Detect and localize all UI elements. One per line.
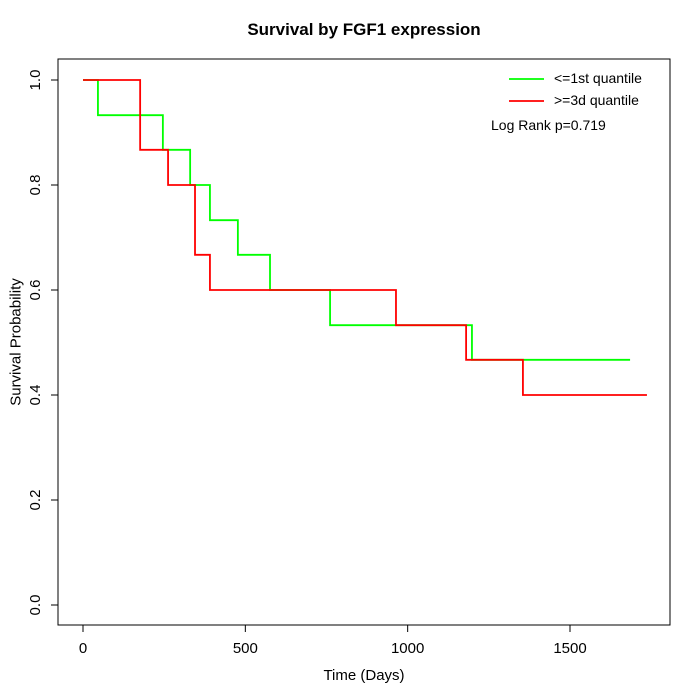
- log-rank-annotation: Log Rank p=0.719: [491, 117, 606, 133]
- km-curve-red: [83, 79, 647, 396]
- y-axis-title: Survival Probability: [7, 278, 25, 406]
- y-tick-label: 0.8: [27, 175, 44, 196]
- x-tick-label: 1500: [553, 640, 586, 657]
- legend-label-green: <=1st quantile: [554, 70, 642, 86]
- y-tick-label: 0.6: [27, 280, 44, 301]
- x-tick-label: 1000: [391, 640, 424, 657]
- x-axis-title: Time (Days): [323, 667, 405, 684]
- x-tick-label: 0: [79, 640, 87, 657]
- km-curve-green: [83, 79, 631, 361]
- plot-frame: [57, 58, 671, 626]
- y-tick-label: 0.2: [27, 490, 44, 511]
- y-tick-label: 0.0: [27, 595, 44, 616]
- legend-label-red: >=3d quantile: [554, 92, 639, 108]
- chart-title: Survival by FGF1 expression: [247, 20, 481, 39]
- x-tick-label: 500: [233, 640, 258, 657]
- y-tick-label: 1.0: [27, 70, 44, 91]
- y-tick-label: 0.4: [27, 385, 44, 406]
